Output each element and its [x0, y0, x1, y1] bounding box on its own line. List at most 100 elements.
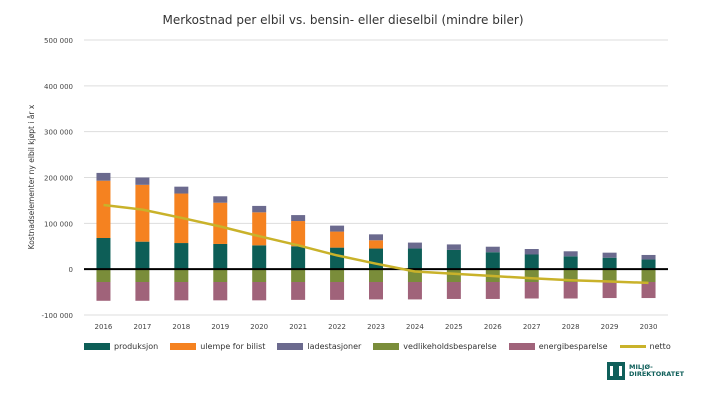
- bar-segment-ladestasjoner: [96, 172, 111, 181]
- legend-label: ladestasjoner: [307, 342, 362, 351]
- bar-segment-ulempe-for-bilist: [213, 202, 228, 244]
- bar-segment-vedlikeholdsbesparelse: [96, 269, 111, 282]
- x-tick-label: 2026: [484, 323, 502, 331]
- bar-segment-produksjon: [641, 259, 656, 270]
- bar-segment-produksjon: [330, 247, 345, 270]
- x-tick-label: 2025: [445, 323, 463, 331]
- bar-segment-energibesparelse: [252, 282, 267, 301]
- legend-item: ulempe for bilist: [170, 342, 265, 351]
- bar-segment-produksjon: [135, 241, 150, 270]
- bar-segment-ladestasjoner: [369, 234, 383, 241]
- y-axis-ticks: -100 000 0 100 000 200 000 300 000 400 000 500…: [42, 37, 73, 320]
- legend-swatch: [508, 343, 535, 350]
- legend-swatch: [277, 343, 304, 350]
- bar-segment-produksjon: [213, 243, 228, 270]
- x-tick-label: 2019: [211, 323, 229, 331]
- y-tick-label: 200 000: [44, 175, 73, 183]
- bar-segment-ladestasjoner: [252, 205, 267, 213]
- bar-segment-energibesparelse: [330, 282, 345, 300]
- x-tick-label: 2021: [289, 323, 307, 331]
- x-tick-label: 2018: [172, 323, 190, 331]
- bar-segment-produksjon: [602, 257, 617, 270]
- logo-text: MILJØ- DIREKTORATET: [629, 362, 685, 379]
- bar-segment-energibesparelse: [602, 282, 617, 299]
- x-axis-ticks: 2016 2017 2018 2019 2020 2021 2022 2023 2024 2025…: [95, 323, 658, 331]
- bar-segment-vedlikeholdsbesparelse: [135, 269, 150, 282]
- legend-label: vedlikeholdsbesparelse: [403, 342, 497, 351]
- bar-segment-vedlikeholdsbesparelse: [524, 269, 539, 282]
- bar-segment-ladestasjoner: [291, 215, 306, 222]
- y-tick-label: 400 000: [44, 83, 73, 91]
- x-tick-label: 2027: [523, 323, 541, 331]
- bar-segment-vedlikeholdsbesparelse: [446, 269, 461, 282]
- bar-segment-ulempe-for-bilist: [291, 221, 306, 247]
- bar-segment-vedlikeholdsbesparelse: [330, 269, 345, 282]
- x-tick-label: 2030: [640, 323, 658, 331]
- legend-label: netto: [649, 342, 671, 351]
- legend-swatch: [619, 345, 646, 348]
- bar-segment-ladestasjoner: [563, 251, 578, 257]
- x-tick-label: 2028: [562, 323, 580, 331]
- bar-segment-produksjon: [485, 252, 500, 270]
- bar-segment-ladestasjoner: [135, 177, 150, 185]
- y-tick-label: -100 000: [42, 312, 73, 320]
- legend-swatch: [170, 343, 197, 350]
- x-tick-label: 2016: [95, 323, 113, 331]
- logo-line-1: MILJØ-: [629, 362, 653, 371]
- bar-segment-ladestasjoner: [641, 254, 656, 260]
- bar-segment-produksjon: [252, 245, 267, 270]
- bar-segment-energibesparelse: [485, 282, 500, 299]
- x-tick-label: 2024: [406, 323, 424, 331]
- x-tick-label: 2020: [250, 323, 268, 331]
- bar-segment-ulempe-for-bilist: [330, 231, 345, 248]
- y-axis-label: Kostnadselementer ny elbil kjøpt i år x: [27, 104, 36, 249]
- bar-segment-ladestasjoner: [174, 186, 189, 194]
- bar-segment-produksjon: [291, 246, 306, 270]
- bar-segment-energibesparelse: [407, 282, 422, 300]
- bar-segment-energibesparelse: [641, 282, 656, 299]
- netto-line: [103, 203, 649, 285]
- legend-item: ladestasjoner: [277, 342, 361, 351]
- bar-segment-energibesparelse: [524, 282, 539, 299]
- x-tick-label: 2017: [133, 323, 151, 331]
- bar-segment-ladestasjoner: [524, 249, 539, 255]
- bar-segment-energibesparelse: [174, 282, 189, 301]
- x-tick-label: 2023: [367, 323, 385, 331]
- bar-segment-ulempe-for-bilist: [96, 180, 111, 238]
- netto-line-series: [103, 203, 649, 285]
- bar-segment-produksjon: [96, 238, 111, 270]
- bar-segment-produksjon: [524, 254, 539, 270]
- logo-mark-icon: [607, 362, 625, 380]
- bar-segment-vedlikeholdsbesparelse: [213, 269, 228, 282]
- bar-segment-energibesparelse: [446, 282, 461, 299]
- legend-item: vedlikeholdsbesparelse: [373, 342, 497, 351]
- bar-segment-produksjon: [446, 249, 461, 270]
- bar-segment-energibesparelse: [213, 282, 228, 301]
- bar-segment-vedlikeholdsbesparelse: [602, 269, 617, 282]
- bar-segment-produksjon: [563, 256, 578, 270]
- bar-segment-energibesparelse: [369, 282, 383, 300]
- legend-swatch: [373, 343, 400, 350]
- legend-label: ulempe for bilist: [200, 342, 266, 351]
- bar-segment-produksjon: [369, 248, 383, 270]
- bar-segment-ulempe-for-bilist: [369, 240, 383, 249]
- y-tick-label: 300 000: [44, 129, 73, 137]
- bar-segment-ulempe-for-bilist: [252, 212, 267, 246]
- miljodirektoratet-logo: MILJØ- DIREKTORATET: [607, 362, 684, 380]
- y-tick-label: 0: [69, 266, 73, 274]
- logo-line-2: DIREKTORATET: [629, 370, 685, 378]
- bar-segment-energibesparelse: [135, 282, 150, 301]
- bar-segment-ladestasjoner: [213, 196, 228, 203]
- bar-segment-vedlikeholdsbesparelse: [252, 269, 267, 282]
- bar-segment-vedlikeholdsbesparelse: [369, 269, 383, 282]
- legend-swatch: [84, 343, 110, 350]
- y-tick-label: 500 000: [44, 37, 73, 45]
- legend-item: energibesparelse: [508, 342, 608, 351]
- bar-segment-vedlikeholdsbesparelse: [291, 269, 306, 282]
- legend-item: produksjon: [84, 342, 158, 351]
- legend: produksjon ulempe for bilist ladestasjoner…: [84, 342, 683, 351]
- y-tick-label: 100 000: [44, 220, 73, 228]
- legend-label: energibesparelse: [538, 342, 608, 351]
- bar-segment-produksjon: [174, 243, 189, 270]
- x-tick-label: 2022: [328, 323, 346, 331]
